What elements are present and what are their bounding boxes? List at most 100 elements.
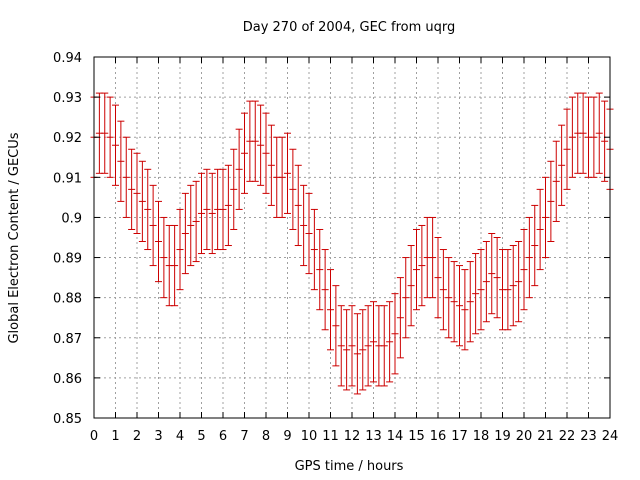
error-bar <box>181 192 189 275</box>
error-bar <box>106 96 114 178</box>
error-bar <box>515 241 523 323</box>
error-bar <box>289 148 297 230</box>
x-tick-label: 17 <box>451 429 468 444</box>
x-tick-label: 6 <box>219 429 227 444</box>
error-bar <box>208 172 216 255</box>
error-bar <box>101 92 109 174</box>
error-bar <box>160 216 168 299</box>
error-bar <box>493 237 501 319</box>
error-bar <box>187 184 195 267</box>
error-bar <box>149 184 157 267</box>
error-bar <box>520 228 528 311</box>
x-tick-label: 19 <box>494 429 511 444</box>
error-bar <box>364 305 372 387</box>
error-bar <box>445 257 453 339</box>
error-bar <box>402 257 410 339</box>
error-bar <box>477 249 485 331</box>
error-bar <box>450 261 458 343</box>
error-bar <box>112 104 119 186</box>
x-tick-label: 11 <box>322 429 339 444</box>
error-bar <box>343 309 351 391</box>
y-tick-label: 0.9 <box>61 211 82 226</box>
error-bar <box>294 164 302 247</box>
error-bar <box>429 216 437 299</box>
y-tick-label: 0.87 <box>53 332 82 347</box>
error-bar <box>391 293 399 375</box>
error-bar <box>316 228 324 311</box>
error-bar <box>171 224 179 307</box>
y-axis-label: Global Electron Content / GECUs <box>7 132 22 343</box>
error-bar <box>563 108 571 190</box>
x-tick-label: 9 <box>283 429 291 444</box>
x-axis-label: GPS time / hours <box>295 459 404 474</box>
error-bar <box>574 92 582 174</box>
error-bar <box>251 100 259 182</box>
error-bar <box>176 208 184 291</box>
error-bar <box>434 237 442 319</box>
axis-ticks <box>93 56 611 419</box>
error-bar <box>278 136 286 218</box>
error-bar <box>525 216 533 299</box>
error-bar <box>267 124 275 206</box>
y-tick-label: 0.89 <box>53 252 82 267</box>
error-bar <box>558 124 566 206</box>
error-bar <box>224 164 232 247</box>
error-bar <box>547 160 555 243</box>
x-tick-label: 2 <box>133 429 141 444</box>
x-tick-label: 4 <box>176 429 184 444</box>
x-tick-label: 5 <box>197 429 205 444</box>
error-bar <box>472 253 480 335</box>
error-bar <box>284 132 291 214</box>
x-tick-label: 7 <box>240 429 248 444</box>
error-bar <box>321 249 329 331</box>
x-tick-label: 18 <box>473 429 490 444</box>
error-bar <box>262 112 270 194</box>
x-tick-label: 8 <box>262 429 270 444</box>
error-bar <box>300 184 308 267</box>
error-bar <box>138 160 146 243</box>
x-tick-label: 21 <box>537 429 554 444</box>
y-tick-label: 0.86 <box>53 372 82 387</box>
error-bar <box>337 305 345 387</box>
x-tick-label: 20 <box>516 429 533 444</box>
error-bar <box>439 249 447 331</box>
error-bar <box>327 269 334 351</box>
error-bar <box>601 100 609 182</box>
error-bar <box>203 168 211 251</box>
error-bar <box>531 204 539 287</box>
error-bar <box>144 168 152 251</box>
x-tick-label: 16 <box>430 429 447 444</box>
error-bar <box>155 200 162 283</box>
error-bar <box>579 92 587 174</box>
y-tick-label: 0.92 <box>53 131 82 146</box>
y-tick-label: 0.91 <box>53 171 82 186</box>
error-bar <box>117 120 125 202</box>
error-bar <box>128 148 136 230</box>
x-tick-label: 0 <box>90 429 98 444</box>
error-bar <box>407 245 415 327</box>
error-bar <box>370 301 377 383</box>
error-bar <box>192 180 200 263</box>
error-bar <box>332 285 340 367</box>
error-bar <box>348 305 356 387</box>
x-tick-label: 23 <box>580 429 597 444</box>
error-bar <box>133 152 141 234</box>
error-bar <box>482 241 490 323</box>
error-bar <box>509 245 517 327</box>
x-tick-label: 13 <box>365 429 382 444</box>
y-tick-label: 0.93 <box>53 91 82 106</box>
y-tick-labels: 0.85 0.86 0.87 0.88 0.89 0.9 0.91 0.92 0.93 0.94 <box>53 51 82 427</box>
y-tick-label: 0.94 <box>53 51 82 66</box>
x-tick-label: 24 <box>602 429 619 444</box>
error-bar <box>122 136 130 218</box>
error-bar <box>235 128 243 210</box>
error-bar <box>241 112 248 194</box>
x-tick-labels: 0 1 2 3 4 5 6 7 8 9 10 11 12 13 14 15 16 17 18 19 20 21 22 23 24 <box>90 429 618 444</box>
x-tick-label: 22 <box>559 429 576 444</box>
x-tick-label: 10 <box>301 429 318 444</box>
error-bar <box>488 232 496 315</box>
x-tick-label: 14 <box>387 429 404 444</box>
error-bar <box>552 140 560 222</box>
error-bar <box>257 104 265 186</box>
